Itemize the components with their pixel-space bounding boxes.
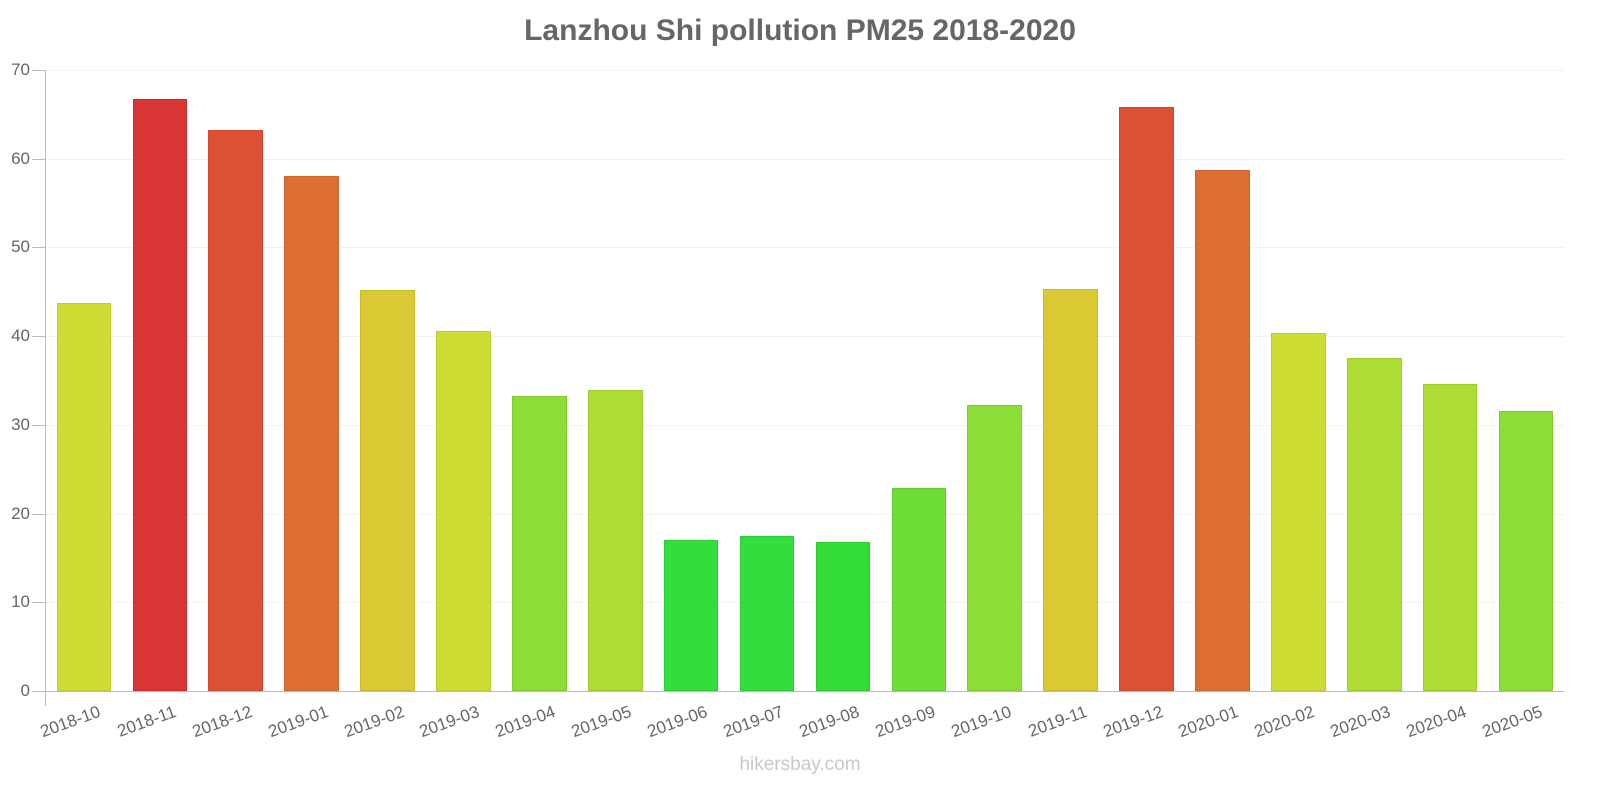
- x-tick-label: 2019-10: [948, 702, 1014, 742]
- x-tick-label: 2019-09: [872, 702, 938, 742]
- x-tick-label: 2019-05: [569, 702, 635, 742]
- x-tick-label: 2020-04: [1403, 702, 1470, 742]
- bar-2019-09[interactable]: [891, 487, 947, 691]
- gridline: [46, 602, 1564, 604]
- bar-2019-10[interactable]: [967, 405, 1023, 691]
- x-tick-label: 2019-08: [796, 702, 862, 742]
- x-tick-label: 2019-03: [417, 702, 483, 742]
- bar-2018-11[interactable]: [132, 99, 188, 691]
- x-tick-label: 2020-01: [1176, 702, 1242, 742]
- bar-2019-08[interactable]: [815, 541, 871, 691]
- bar-2018-10[interactable]: [56, 303, 112, 691]
- y-tick: [32, 602, 45, 604]
- bar-2019-11[interactable]: [1043, 289, 1098, 691]
- x-tick-label: 2020-03: [1328, 702, 1394, 742]
- y-tick: [32, 70, 45, 71]
- chart-title: Lanzhou Shi pollution PM25 2018-2020: [524, 14, 1076, 47]
- x-tick-label: 2018-11: [114, 702, 179, 741]
- x-tick-label: 2019-02: [341, 702, 407, 742]
- y-tick-label: 40: [11, 326, 30, 346]
- x-tick-label: 2019-12: [1100, 702, 1166, 742]
- bar-2019-12[interactable]: [1119, 107, 1174, 691]
- gridline: [46, 336, 1564, 338]
- x-tick-label: 2019-07: [720, 702, 786, 742]
- y-tick-label: 30: [11, 414, 30, 434]
- gridline: [46, 247, 1564, 249]
- gridline: [46, 70, 1564, 71]
- bar-2019-03[interactable]: [436, 330, 491, 691]
- plot-area: [46, 70, 1564, 691]
- y-tick-label: 10: [11, 592, 30, 612]
- x-tick-label: 2020-05: [1479, 702, 1545, 742]
- watermark: hikersbay.com: [739, 754, 861, 775]
- gridline: [46, 424, 1564, 426]
- x-tick-label: 2020-02: [1252, 702, 1318, 742]
- y-tick-label: 0: [20, 681, 30, 700]
- gridline: [46, 158, 1564, 160]
- bar-2020-04[interactable]: [1422, 384, 1478, 691]
- x-tick-label: 2019-11: [1025, 702, 1090, 741]
- y-tick: [32, 158, 45, 160]
- bar-2019-01[interactable]: [284, 175, 339, 691]
- y-tick-label: 70: [11, 60, 30, 79]
- x-tick-label: 2019-06: [644, 702, 711, 742]
- bar-2020-02[interactable]: [1271, 333, 1326, 691]
- bar-2019-02[interactable]: [360, 290, 415, 691]
- x-tick-label: 2018-10: [37, 702, 103, 742]
- y-tick: [32, 247, 45, 249]
- bar-2020-05[interactable]: [1498, 410, 1554, 691]
- x-tick-label: 2019-01: [265, 702, 331, 742]
- x-tick-label: 2018-12: [189, 702, 255, 742]
- y-tick: [32, 336, 45, 338]
- y-tick: [32, 424, 45, 426]
- y-tick: [32, 513, 45, 515]
- bar-2019-07[interactable]: [739, 535, 795, 691]
- y-tick-label: 60: [11, 148, 30, 168]
- gridline: [46, 513, 1564, 515]
- y-tick-label: 20: [11, 503, 30, 523]
- x-axis-line: [32, 691, 1564, 692]
- bar-2019-05[interactable]: [587, 390, 643, 691]
- y-axis-line: [45, 70, 46, 706]
- y-tick-label: 50: [11, 237, 30, 257]
- bar-2020-03[interactable]: [1346, 358, 1402, 691]
- x-tick-label: 2019-04: [493, 702, 559, 742]
- bar-2020-01[interactable]: [1195, 170, 1250, 691]
- bar-2019-06[interactable]: [663, 540, 719, 691]
- bar-2019-04[interactable]: [512, 395, 567, 691]
- bar-2018-12[interactable]: [208, 130, 264, 691]
